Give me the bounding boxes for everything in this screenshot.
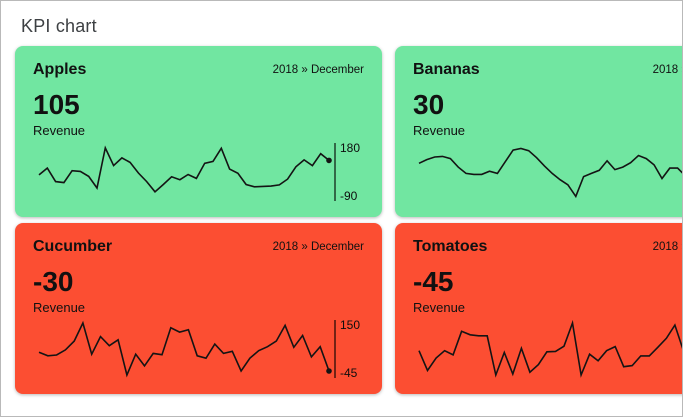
card-header: Tomatoes 2018 » December — [413, 238, 682, 256]
kpi-metric-label: Revenue — [413, 123, 466, 138]
card-period: 2018 » December — [652, 64, 682, 76]
card-title: Apples — [33, 61, 87, 78]
axis-max-label: 180 — [340, 141, 361, 155]
axis-min-label: -90 — [340, 189, 358, 203]
sparkline-axis: 180 -90 — [334, 141, 368, 203]
kpi-value: 105 — [33, 89, 80, 120]
sparkline-row: 105 -60 — [413, 143, 682, 201]
kpi-metric-label: Revenue — [413, 300, 466, 315]
sparkline-axis: 150 -45 — [334, 318, 368, 380]
card-header: Bananas 2018 » December — [413, 61, 682, 79]
kpi-card-tomatoes[interactable]: Tomatoes 2018 » December -45 Revenue 105… — [395, 223, 682, 394]
card-header: Apples 2018 » December — [33, 61, 368, 79]
kpi-metric-label: Revenue — [33, 300, 86, 315]
sparkline-row: 105 -45 — [413, 320, 682, 378]
card-header: Cucumber 2018 » December — [33, 238, 368, 256]
axis-line — [334, 320, 336, 378]
page-title: KPI chart — [21, 16, 97, 36]
kpi-card-cucumber[interactable]: Cucumber 2018 » December -30 Revenue 150… — [15, 223, 382, 394]
card-period: 2018 » December — [652, 241, 682, 253]
kpi-value: 30 — [413, 89, 445, 120]
kpi-metric-label: Revenue — [33, 123, 86, 138]
card-period: 2018 » December — [272, 241, 364, 253]
sparkline-row: 150 -45 — [33, 318, 368, 380]
sparkline-chart — [418, 147, 682, 199]
kpi-card-bananas[interactable]: Bananas 2018 » December 30 Revenue 105 -… — [395, 46, 682, 217]
kpi-value: -30 — [33, 266, 74, 297]
sparkline-chart — [418, 320, 682, 378]
kpi-card-grid: Apples 2018 » December 105 Revenue 180 -… — [1, 46, 682, 394]
axis-line — [334, 143, 336, 201]
axis-max-label: 150 — [340, 318, 361, 332]
kpi-card-apples[interactable]: Apples 2018 » December 105 Revenue 180 -… — [15, 46, 382, 217]
kpi-value: -45 — [413, 266, 454, 297]
current-value-dot — [326, 157, 332, 164]
card-title: Cucumber — [33, 238, 113, 255]
sparkline-chart — [38, 145, 332, 193]
card-title: Tomatoes — [413, 238, 488, 255]
card-period: 2018 » December — [272, 64, 364, 76]
axis-min-label: -45 — [340, 366, 358, 380]
sparkline-chart — [38, 320, 332, 378]
card-title: Bananas — [413, 61, 480, 78]
current-value-dot — [326, 368, 332, 374]
sparkline-row: 180 -90 — [33, 141, 368, 203]
